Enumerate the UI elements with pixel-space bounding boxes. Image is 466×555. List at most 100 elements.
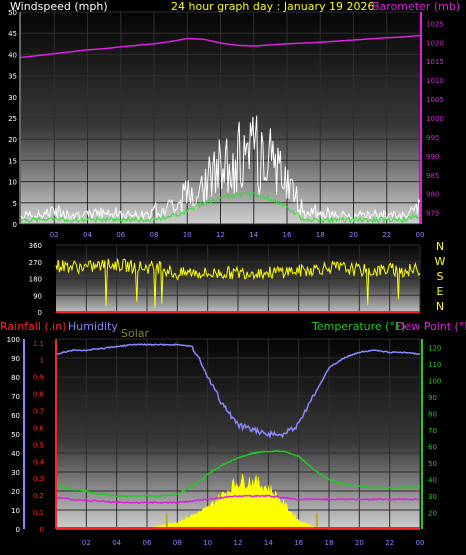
direction-label: N <box>436 300 444 313</box>
direction-label: S <box>437 270 444 283</box>
humidity-tick-label: 100 <box>7 336 20 344</box>
y-tick-label: 45 <box>8 30 17 38</box>
humidity-tick-label: 80 <box>11 374 20 382</box>
barometer-tick-label: 990 <box>426 153 439 161</box>
temperature-line <box>56 450 421 498</box>
barometer-tick-label: 1015 <box>426 58 444 66</box>
y-tick-label: 0 <box>13 221 17 229</box>
rainfall-axis-label: Rainfall (.in) <box>0 320 67 333</box>
y-tick-label: 5 <box>13 200 17 208</box>
barometer-tick-label: 1025 <box>426 20 444 28</box>
humidity-tick-label: 30 <box>11 469 20 477</box>
rainfall-tick-label: 0.5 <box>33 441 44 449</box>
rainfall-tick-label: 0.6 <box>33 424 45 432</box>
humidity-axis-label: Humidity <box>68 320 118 333</box>
barometer-tick-label: 1000 <box>426 115 444 123</box>
direction-label: E <box>437 285 444 298</box>
humidity-tick-label: 90 <box>11 355 20 363</box>
rainfall-tick-label: 0.1 <box>33 509 44 517</box>
x-tick-label: 00 <box>416 231 425 239</box>
temperature-tick-label: 70 <box>428 427 437 435</box>
rainfall-tick-label: 0.7 <box>33 408 44 416</box>
x-tick-label: 08 <box>150 231 159 239</box>
rainfall-tick-label: 0.2 <box>33 492 44 500</box>
x-tick-label: 00 <box>416 539 425 547</box>
temperature-tick-label: 30 <box>428 493 437 501</box>
humidity-tick-label: 60 <box>11 412 20 420</box>
x-tick-label: 16 <box>294 539 303 547</box>
windspeed-axis-label: Windspeed (mph) <box>10 0 108 13</box>
y-tick-label: 50 <box>8 9 17 17</box>
x-tick-label: 14 <box>249 231 258 239</box>
y-tick-label: 15 <box>8 157 17 165</box>
humidity-tick-label: 10 <box>11 507 20 515</box>
temperature-tick-label: 80 <box>428 410 437 418</box>
average-wind-line <box>20 191 421 224</box>
x-tick-label: 10 <box>203 539 212 547</box>
humidity-tick-label: 40 <box>11 450 20 458</box>
temperature-tick-label: 120 <box>428 344 441 352</box>
direction-label: N <box>436 240 444 253</box>
x-tick-label: 12 <box>216 231 225 239</box>
barometer-line <box>20 34 421 59</box>
barometer-tick-label: 975 <box>426 210 439 218</box>
x-tick-label: 02 <box>82 539 91 547</box>
direction-tick-label: 0 <box>38 309 42 317</box>
barometer-axis-label: Barometer (mb) <box>372 0 460 13</box>
barometer-tick-label: 1010 <box>426 77 444 85</box>
rainfall-tick-label: 0.9 <box>33 374 44 382</box>
x-tick-label: 04 <box>83 231 92 239</box>
temperature-tick-label: 100 <box>428 377 441 385</box>
y-tick-label: 35 <box>8 73 17 81</box>
direction-tick-label: 90 <box>33 292 42 300</box>
wind-direction-line <box>55 258 421 308</box>
x-tick-label: 06 <box>143 539 152 547</box>
x-tick-label: 20 <box>349 231 358 239</box>
x-tick-label: 02 <box>50 231 59 239</box>
temperature-tick-label: 20 <box>428 509 437 517</box>
x-tick-label: 08 <box>173 539 182 547</box>
humidity-tick-label: 50 <box>11 431 20 439</box>
barometer-tick-label: 985 <box>426 172 439 180</box>
graph-title: 24 hour graph day : January 19 2026 <box>171 0 375 13</box>
x-tick-label: 18 <box>316 231 325 239</box>
humidity-line <box>55 343 421 440</box>
x-tick-label: 10 <box>183 231 192 239</box>
x-tick-label: 14 <box>264 539 273 547</box>
temperature-tick-label: 90 <box>428 394 437 402</box>
y-tick-label: 10 <box>8 179 17 187</box>
rainfall-tick-label: 0.8 <box>33 391 44 399</box>
humidity-tick-label: 0 <box>16 526 20 534</box>
direction-tick-label: 270 <box>29 259 42 267</box>
x-tick-label: 22 <box>385 539 394 547</box>
x-tick-label: 22 <box>382 231 391 239</box>
temperature-tick-label: 110 <box>428 361 441 369</box>
x-tick-label: 18 <box>325 539 334 547</box>
y-tick-label: 25 <box>8 115 17 123</box>
rainfall-tick-label: 1.1 <box>33 340 44 348</box>
barometer-tick-label: 995 <box>426 134 439 142</box>
rainfall-tick-label: 0.3 <box>33 475 44 483</box>
y-tick-label: 40 <box>8 51 17 59</box>
x-tick-label: 06 <box>116 231 125 239</box>
barometer-tick-label: 1020 <box>426 39 444 47</box>
rainfall-tick-label: 0 <box>40 526 44 534</box>
y-tick-label: 20 <box>8 136 17 144</box>
barometer-tick-label: 1005 <box>426 96 444 104</box>
rainfall-tick-label: 1 <box>40 357 44 365</box>
rainfall-tick-label: 0.4 <box>33 458 45 466</box>
dewpoint-line <box>55 494 421 505</box>
temperature-tick-label: 40 <box>428 476 437 484</box>
direction-tick-label: 180 <box>29 276 42 284</box>
temperature-tick-label: 50 <box>428 460 437 468</box>
dewpoint-axis-label: Dew Point (°F) <box>396 320 466 333</box>
x-tick-label: 12 <box>234 539 243 547</box>
temperature-axis-label: Temperature (°F) <box>311 320 406 333</box>
humidity-tick-label: 20 <box>11 488 20 496</box>
direction-label: W <box>435 255 446 268</box>
humidity-tick-label: 70 <box>11 393 20 401</box>
temperature-tick-label: 60 <box>428 443 437 451</box>
x-tick-label: 16 <box>283 231 292 239</box>
